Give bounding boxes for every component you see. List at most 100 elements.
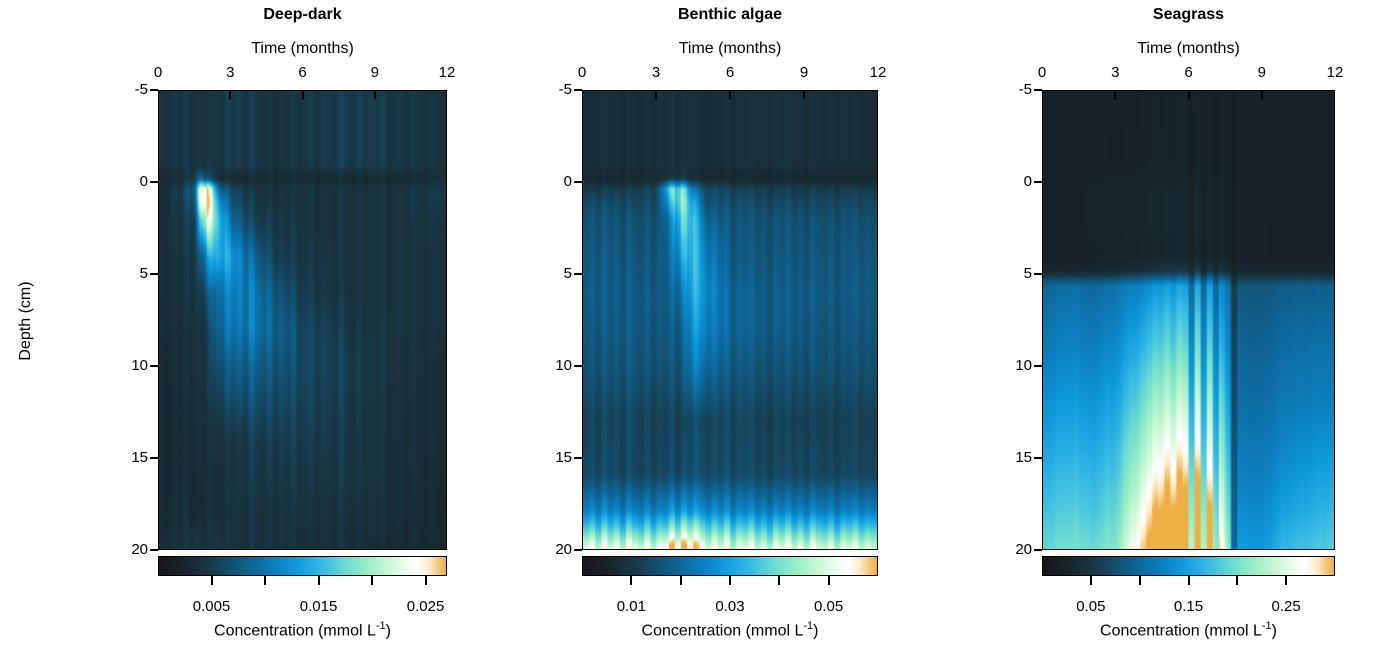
colorbar-tick <box>778 576 781 585</box>
colorbar-tick <box>371 576 374 585</box>
y-axis-tick <box>1034 457 1042 459</box>
x-tick-label: 9 <box>1257 64 1266 81</box>
x-tick-label: 6 <box>725 64 735 81</box>
x-axis-tick <box>229 91 232 99</box>
y-tick-label: 20 <box>1015 541 1032 558</box>
x-tick-label: 12 <box>1326 64 1344 81</box>
panel-title: Seagrass <box>1152 6 1225 23</box>
x-tick-label: 0 <box>153 64 163 81</box>
colorbar-canvas <box>583 557 877 575</box>
x-tick-label: 3 <box>226 64 235 81</box>
x-axis-tick <box>1260 91 1263 99</box>
colorbar-tick <box>1187 576 1190 585</box>
x-tick-label: 6 <box>1184 64 1193 81</box>
x-tick-label: 6 <box>298 64 307 81</box>
x-tick-label: 3 <box>1111 64 1120 81</box>
x-tick-label: 12 <box>869 64 887 81</box>
y-axis-tick <box>150 181 158 183</box>
x-axis-tick <box>1187 91 1190 99</box>
colorbar-tick <box>1285 576 1288 585</box>
x-axis-tick <box>655 91 657 99</box>
colorbar-tick <box>1138 576 1141 585</box>
colorbar-tick-label: 0.15 <box>1173 598 1204 615</box>
y-tick-label: 5 <box>1023 265 1032 282</box>
colorbar-tick <box>210 576 213 585</box>
panel-seagrass: Seagrass Time (months) Concentration (mm… <box>1015 0 1343 670</box>
y-axis-tick <box>1034 89 1042 91</box>
x-tick-label: 0 <box>577 64 587 81</box>
colorbar-canvas <box>1043 557 1334 575</box>
y-axis-tick <box>574 365 582 367</box>
colorbar-tick-label: 0.25 <box>1271 598 1301 615</box>
y-tick-label: 5 <box>139 265 148 282</box>
y-tick-label: 15 <box>131 449 148 466</box>
heatmap-canvas <box>159 91 446 549</box>
y-tick-label: -5 <box>1018 81 1032 98</box>
colorbar-label: Concentration (mmol L-1) <box>214 620 391 640</box>
heatmap-plot <box>158 90 447 550</box>
y-axis-label: Depth (cm) <box>17 281 34 361</box>
y-tick-label: 20 <box>131 541 148 558</box>
y-tick-label: -5 <box>134 81 148 98</box>
panel-title: Deep-dark <box>263 6 342 23</box>
y-tick-label: 0 <box>139 173 148 190</box>
colorbar-label: Concentration (mmol L-1) <box>1100 620 1277 640</box>
heatmap-canvas <box>583 91 877 549</box>
y-tick-label: 15 <box>555 449 572 466</box>
y-axis-tick <box>1034 549 1042 551</box>
y-axis-tick <box>574 457 582 459</box>
y-axis-tick <box>150 457 158 459</box>
y-tick-label: 0 <box>563 173 572 190</box>
colorbar <box>1042 556 1335 576</box>
y-axis-tick <box>1034 365 1042 367</box>
y-axis-tick <box>150 89 158 91</box>
colorbar-tick <box>1089 576 1092 585</box>
colorbar-tick <box>729 576 731 585</box>
x-axis-tick <box>301 91 304 99</box>
y-axis-tick <box>150 365 158 367</box>
heatmap-plot <box>1042 90 1335 550</box>
y-tick-label: 5 <box>563 265 572 282</box>
colorbar-tick-label: 0.025 <box>406 598 445 615</box>
colorbar-canvas <box>159 557 446 575</box>
y-axis-tick <box>574 89 582 91</box>
y-tick-label: 0 <box>1023 173 1032 190</box>
y-axis-tick <box>150 273 158 275</box>
x-axis-label: Time (months) <box>251 40 354 57</box>
panel-title: Benthic algae <box>677 6 783 23</box>
colorbar <box>158 556 447 576</box>
colorbar-tick-label: 0.015 <box>299 598 338 615</box>
y-tick-label: 20 <box>555 541 572 558</box>
y-axis-tick <box>574 181 582 183</box>
x-tick-label: 9 <box>799 64 809 81</box>
colorbar-tick <box>679 576 682 585</box>
x-axis-tick <box>1114 91 1117 99</box>
y-tick-label: -5 <box>558 81 572 98</box>
y-axis-tick <box>574 549 582 551</box>
x-axis-tick <box>803 91 805 99</box>
colorbar-tick-label: 0.005 <box>192 598 231 615</box>
heatmap-canvas <box>1043 91 1334 549</box>
x-tick-label: 0 <box>1037 64 1047 81</box>
x-axis-label: Time (months) <box>678 40 782 57</box>
y-tick-label: 10 <box>131 357 148 374</box>
colorbar-tick <box>827 576 830 585</box>
colorbar-label: Concentration (mmol L-1) <box>641 620 819 640</box>
colorbar-tick <box>630 576 633 585</box>
y-axis-tick <box>1034 181 1042 183</box>
y-tick-label: 10 <box>1015 357 1032 374</box>
colorbar-tick <box>264 576 267 585</box>
colorbar-tick <box>424 576 427 585</box>
colorbar-tick-label: 0.05 <box>814 598 844 615</box>
x-tick-label: 3 <box>651 64 661 81</box>
panel-deep-dark: Deep-dark Time (months) Concentration (m… <box>131 0 455 670</box>
x-axis-label: Time (months) <box>1137 40 1240 57</box>
colorbar-tick-label: 0.05 <box>1076 598 1106 615</box>
y-axis-tick <box>150 549 158 551</box>
colorbar-tick <box>1236 576 1239 585</box>
panel-benthic-algae: Benthic algae Time (months) Concentratio… <box>555 0 886 670</box>
colorbar <box>582 556 878 576</box>
y-axis-tick <box>1034 273 1042 275</box>
y-tick-label: 15 <box>1015 449 1032 466</box>
